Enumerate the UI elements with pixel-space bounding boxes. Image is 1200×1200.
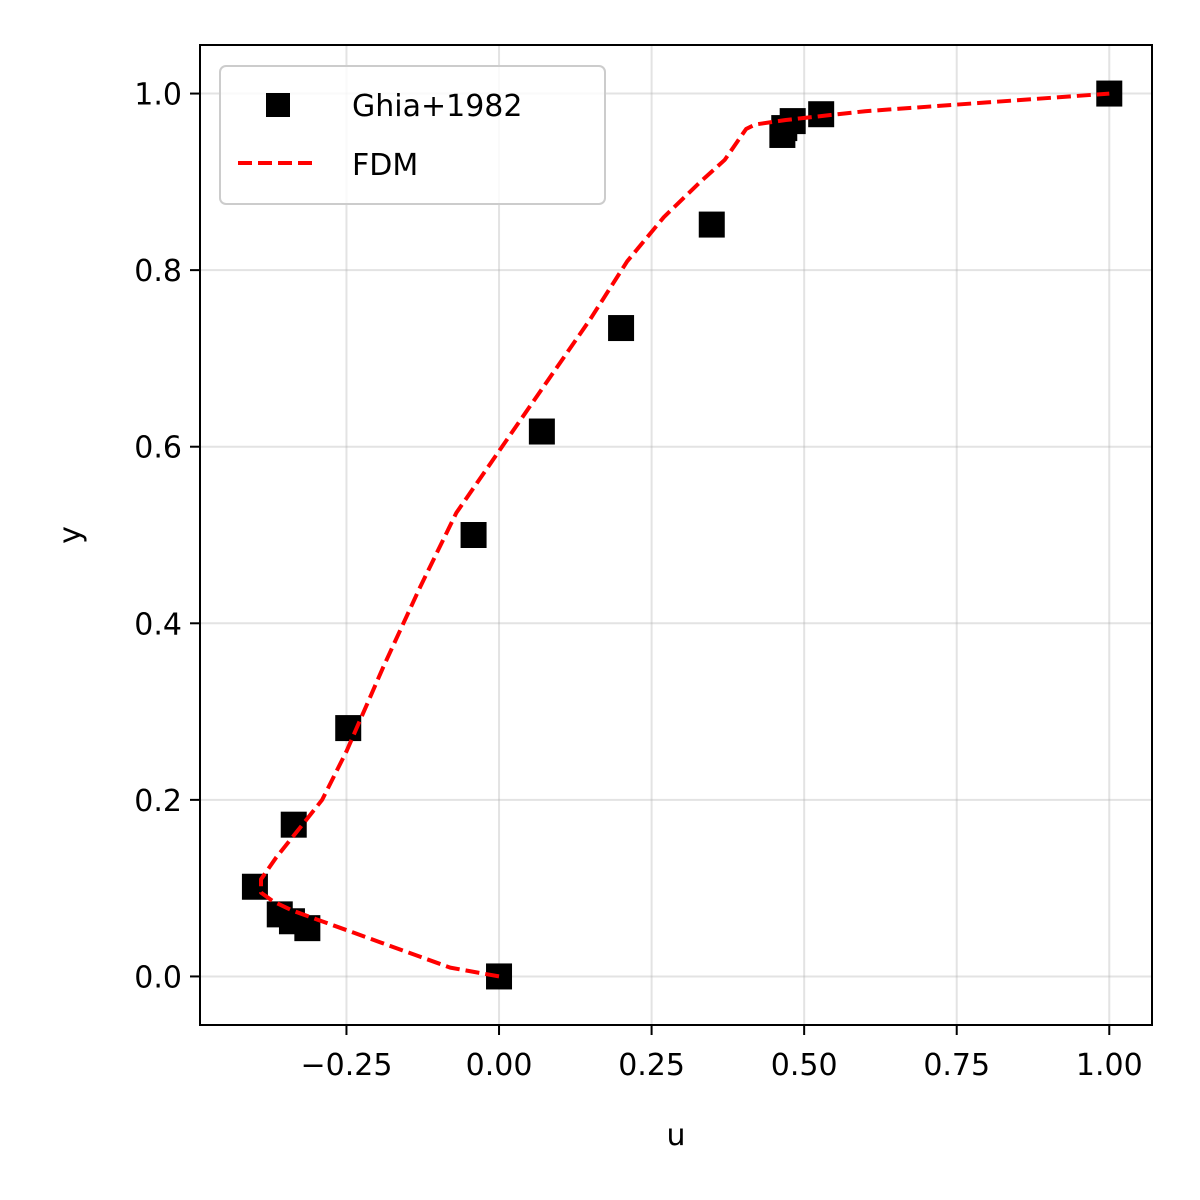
x-axis-label: u	[666, 1118, 685, 1153]
plot-frame	[199, 44, 1153, 1026]
x-gridlines	[345, 45, 1111, 1025]
x-tick-label: 1.00	[1076, 1048, 1143, 1083]
y-axis-label: y	[53, 526, 88, 544]
y-tick-label: 0.6	[134, 431, 182, 466]
ghia-data-point	[698, 211, 725, 238]
fdm-line	[259, 91, 1110, 979]
series-layer	[241, 80, 1123, 990]
y-tick-label: 0.8	[134, 254, 182, 289]
y-tick-label: 1.0	[134, 78, 182, 113]
legend: Ghia+1982 FDM	[219, 65, 606, 205]
plot-area	[200, 45, 1152, 1025]
y-gridlines	[200, 92, 1152, 978]
x-tick-label: 0.25	[618, 1048, 685, 1083]
legend-box	[219, 65, 606, 205]
x-tick-label: 0.75	[923, 1048, 990, 1083]
y-tick-label: 0.4	[134, 607, 182, 642]
x-tick-label: 0.50	[771, 1048, 838, 1083]
y-tick-label: 0.2	[134, 784, 182, 819]
x-tick-label: −0.25	[300, 1048, 392, 1083]
ghia-data-point	[460, 522, 487, 548]
legend-label-ghia: Ghia+1982	[352, 89, 522, 124]
x-axis-ticks: −0.25 0.00 0.25 0.50 0.75 1.00	[300, 1025, 1143, 1083]
ghia-data-point	[608, 315, 635, 342]
legend-label-fdm: FDM	[352, 148, 418, 183]
legend-marker-ghia	[266, 93, 290, 117]
y-tick-label: 0.0	[134, 960, 182, 995]
y-axis-ticks: 0.0 0.2 0.4 0.6 0.8 1.0	[134, 78, 200, 995]
ghia-data-point	[528, 418, 555, 445]
x-tick-label: 0.00	[466, 1048, 533, 1083]
